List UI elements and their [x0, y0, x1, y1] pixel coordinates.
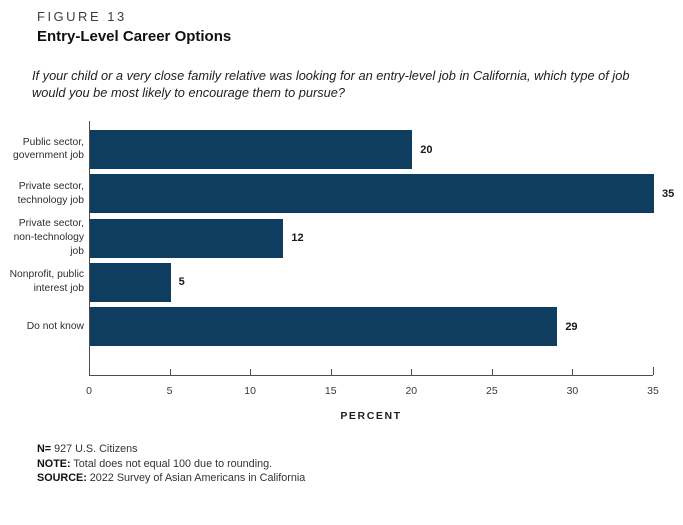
- category-label: Private sector, non-technology job: [13, 218, 84, 258]
- bar: [90, 218, 284, 258]
- category-axis-labels: Public sector, government job Private sect…: [0, 121, 84, 376]
- bar-value-label: 35: [662, 187, 675, 200]
- note-text: Total does not equal 100 due to rounding…: [70, 457, 273, 470]
- bar-value-label: 12: [291, 232, 304, 245]
- x-axis-tick: [491, 369, 493, 375]
- x-axis-title: PERCENT: [340, 410, 402, 422]
- category-label: Private sector, technology job: [17, 180, 84, 206]
- note-prefix: N=: [37, 443, 52, 455]
- bar: [90, 307, 558, 347]
- bar-value-label: 5: [178, 276, 185, 289]
- x-axis-tick: [250, 369, 252, 375]
- bar: [90, 130, 413, 169]
- bar: [90, 262, 171, 302]
- note-rounding: NOTE: Total does not equal 100 due to ro…: [37, 457, 305, 472]
- note-sample-size: N= 927 U.S. Citizens: [37, 442, 305, 457]
- x-axis-tick-label: 10: [244, 385, 256, 397]
- footnotes: N= 927 U.S. Citizens NOTE: Total does no…: [37, 442, 305, 486]
- note-text: 927 U.S. Citizens: [51, 443, 138, 455]
- note-text: 2022 Survey of Asian Americans in Califo…: [86, 472, 306, 484]
- x-axis-tick-label: 5: [166, 385, 173, 397]
- bar-value-label: 20: [420, 143, 433, 156]
- figure-label: FIGURE 13: [37, 9, 127, 24]
- bar-row: 12: [90, 218, 653, 258]
- bar-row: 5: [90, 262, 653, 302]
- x-axis-tick-label: 20: [405, 385, 418, 397]
- bar-row: 29: [90, 307, 653, 347]
- category-label: Nonprofit, public interest job: [9, 269, 84, 295]
- note-prefix: SOURCE:: [37, 472, 87, 484]
- x-axis-tick: [330, 369, 332, 375]
- bar-row: 20: [90, 130, 653, 169]
- x-axis-tick-label: 15: [324, 385, 337, 397]
- x-axis-tick-label: 30: [566, 385, 579, 397]
- x-axis-tick-labels: 0 5 10 15 20 25 30 35: [86, 376, 659, 397]
- category-label: Public sector, government job: [13, 136, 84, 162]
- figure-title: Entry-Level Career Options: [37, 28, 232, 45]
- x-axis-tick: [411, 369, 413, 375]
- bar-row: 35: [90, 174, 674, 214]
- x-axis-tick: [653, 367, 654, 375]
- x-axis-tick: [572, 369, 574, 375]
- x-axis-tick-label: 0: [86, 385, 92, 397]
- category-label: Do not know: [26, 320, 84, 332]
- plot-area: 20 35 12 5 29: [89, 121, 674, 376]
- x-axis-tick: [169, 369, 171, 375]
- bar: [90, 174, 654, 214]
- note-prefix: NOTE:: [37, 457, 71, 470]
- survey-question: If your child or a very close family rel…: [32, 68, 630, 100]
- x-axis-tick-label: 35: [647, 385, 659, 397]
- note-source: SOURCE: 2022 Survey of Asian Americans i…: [37, 471, 305, 486]
- bar-value-label: 29: [565, 320, 578, 333]
- x-axis-tick-label: 25: [486, 385, 498, 397]
